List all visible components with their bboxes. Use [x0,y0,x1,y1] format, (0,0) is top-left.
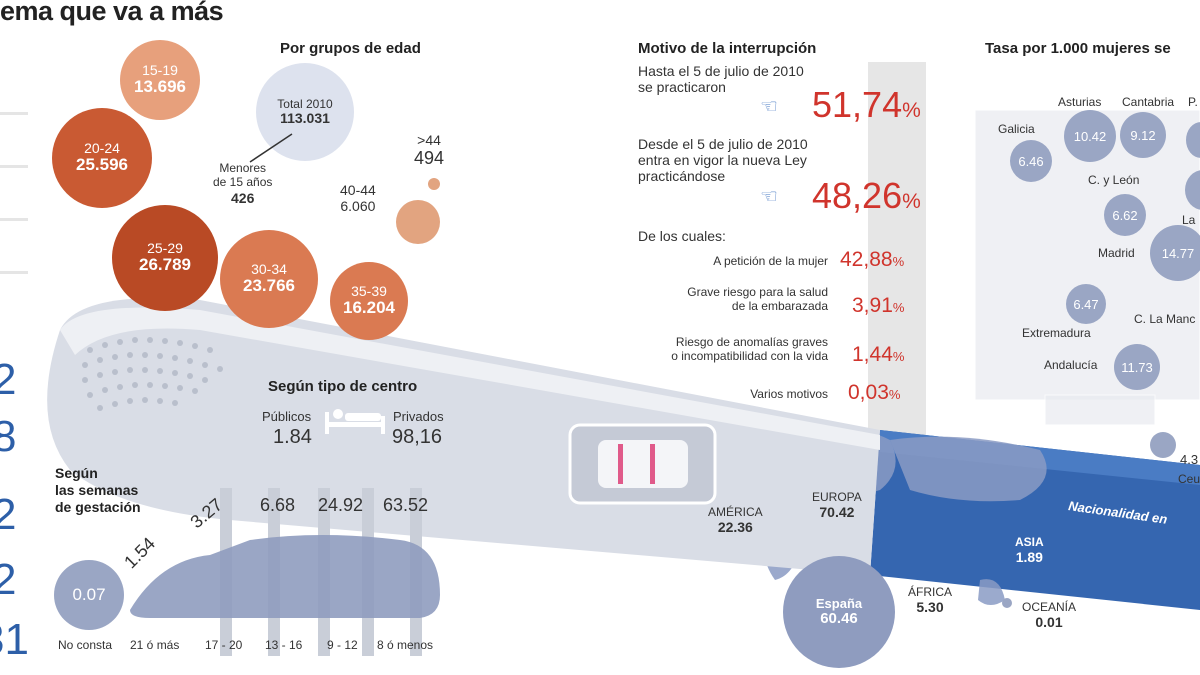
age-bubble-15-19: 15-19 13.696 [120,40,200,120]
region-cantabria-bubble: 9.12 [1120,112,1166,158]
nat-espana-bubble: España 60.46 [783,556,895,668]
weeks-value-9-12: 24.92 [318,495,364,515]
region-pvasco-bubble [1186,122,1200,158]
weeks-noconsta-bubble: 0.07 [54,560,124,630]
reason-3-label: Riesgo de anomalías graves o incompatibil… [671,335,828,363]
hand-pointer-icon: ☜ [760,96,778,118]
region-madrid-label: Madrid [1098,246,1135,260]
left-number-5: 31 [0,615,29,664]
weeks-label-21plus: 21 ó más [130,638,180,652]
page-title: ema que va a más [0,0,224,26]
reason-2-label: Grave riesgo para la salud de la embaraza… [687,285,828,313]
weeks-value-13-16: 6.68 [260,495,296,515]
weeks-value-8less: 63.52 [383,495,429,515]
total-value: 113.031 [280,109,330,126]
age-header: Por grupos de edad [280,40,421,57]
before-percentage: 51,74% [812,84,921,125]
region-madrid-bubble: 14.77 [1150,225,1200,281]
region-clamancha-label: C. La Manc [1134,312,1196,326]
private-label: Privados [393,409,444,424]
age-bubble-40-44 [396,200,440,244]
age-bubble-20-24: 20-24 25.596 [52,108,152,208]
age-label-40-44: 40-44 6.060 [340,182,376,215]
region-ceuta-label: Ceu [1178,472,1200,486]
nat-africa: ÁFRICA 5.30 [908,585,953,615]
age-bubble-30-34: 30-34 23.766 [220,230,318,328]
region-andalucia-label: Andalucía [1044,358,1098,372]
left-number-2: 8 [0,412,17,461]
region-la-label: La [1182,213,1196,227]
age-bubble-25-29: 25-29 26.789 [112,205,218,311]
region-asturias-label: Asturias [1058,95,1102,109]
region-cyleon-bubble: 6.62 [1104,194,1146,236]
callout-line [249,133,293,163]
private-value: 98,16 [392,426,443,448]
rate-header: Tasa por 1.000 mujeres se [985,40,1171,57]
left-number-1: 2 [0,355,17,404]
weeks-header: Según las semanas de gestación [55,465,141,515]
region-extremadura-label: Extremadura [1022,326,1091,340]
reason-3-value: 1,44% [852,343,905,366]
weeks-label-17-20: 17 - 20 [205,638,243,652]
after-percentage: 48,26% [812,175,921,216]
left-number-3: 2 [0,490,17,539]
region-galicia-bubble: 6.46 [1010,140,1052,182]
weeks-label-9-12: 9 - 12 [327,638,358,652]
region-pvasco-label: P. [1188,95,1198,109]
public-value: 1.84 [273,426,312,448]
reason-2-value: 3,91% [852,294,905,317]
region-galicia-label: Galicia [998,122,1035,136]
total-bubble: Total 2010 113.031 [256,63,354,161]
left-number-4: 2 [0,555,17,604]
nat-oceania: OCEANÍA 0.01 [1022,600,1077,630]
region-andalucia-bubble: 11.73 [1114,344,1160,390]
region-extremadura-bubble: 6.47 [1066,284,1106,324]
age-label-over44: >44 494 [414,132,445,169]
total-label: Total 2010 [277,96,333,111]
reason-1-label: A petición de la mujer [713,254,828,268]
region-asturias-bubble: 10.42 [1064,110,1116,162]
nat-asia: ASIA 1.89 [1015,535,1044,565]
nat-america: AMÉRICA 22.36 [708,505,763,535]
of-which-label: De los cuales: [638,228,726,244]
reason-4-value: 0,03% [848,381,901,404]
nat-europa: EUROPA 70.42 [812,490,862,520]
oceania-dot [1002,598,1012,608]
reason-4-label: Varios motivos [750,387,828,401]
region-ceuta-value: 4.3 [1180,452,1199,467]
region-cyleon-label: C. y León [1088,173,1140,187]
age-bubble-35-39: 35-39 16.204 [330,262,408,340]
motive-header: Motivo de la interrupción [638,40,817,57]
before-text: Hasta el 5 de julio de 2010 se practicaro… [638,63,804,96]
after-text: Desde el 5 de julio de 2010 entra en vigo… [638,136,808,185]
weeks-label-8less: 8 ó menos [377,638,434,652]
under15-value: 426 [231,189,255,206]
age-bubble-over44 [428,178,440,190]
weeks-label-13-16: 13 - 16 [265,638,303,652]
region-cantabria-label: Cantabria [1122,95,1175,109]
reason-1-value: 42,88% [840,248,905,271]
weeks-label-noconsta: No consta [58,638,113,652]
center-header: Según tipo de centro [268,378,418,395]
under15-label: Menores de 15 años 426 [213,161,273,206]
public-label: Públicos [262,409,312,424]
region-ceuta-bubble [1150,432,1176,458]
hand-pointer-icon-2: ☜ [760,186,778,208]
